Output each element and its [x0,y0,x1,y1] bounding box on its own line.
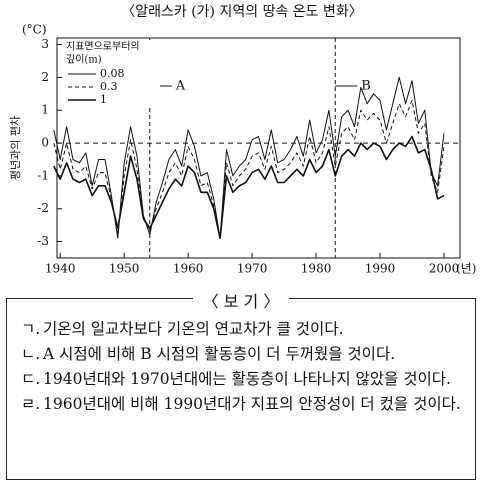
item: ㄹ. 1960년대에 비해 1990년대가 지표의 안정성이 더 컸을 것이다. [21,392,465,417]
legend-label: 1 [100,93,107,106]
item-text: A 시점에 비해 B 시점의 활동층이 더 두꺼웠을 것이다. [43,345,396,363]
legend-title: 깊이(m) [66,54,102,66]
series-line [53,135,445,240]
example-box: 〈 보 기 〉 ㄱ. 기온의 일교차보다 기온의 연교차가 클 것이다. ㄴ. A 시… [6,292,476,480]
legend-box [62,40,160,106]
item-label: ㄷ. [21,370,41,388]
item-list: ㄱ. 기온의 일교차보다 기온의 연교차가 클 것이다. ㄴ. A 시점에 비해 B … [21,317,465,417]
y-tick-label: 3 [41,37,49,51]
legend-label: 0.3 [100,80,118,93]
y-tick-label: 0 [41,136,49,150]
chart: 〈알래스카 (가) 지역의 땅속 온도 변화〉 (°C) 평년과의 편차 (년)… [9,4,476,276]
item-text: 기온의 일교차보다 기온의 연교차가 클 것이다. [43,320,344,338]
item-label: ㄱ. [21,320,41,338]
item-text: 1960년대에 비해 1990년대가 지표의 안정성이 더 컸을 것이다. [43,395,461,413]
legend-title: 지표면으로부터의 [66,41,140,53]
y-tick-label: -3 [37,234,49,248]
annotation-label: A [175,79,186,94]
legend-label: 0.08 [100,67,125,80]
y-tick-label: -1 [37,168,49,182]
x-tick-label: 2000 [429,262,460,276]
y-unit: (°C) [22,23,47,37]
plot-frame [56,37,461,259]
chart-title: 〈알래스카 (가) 지역의 땅속 온도 변화〉 [121,4,363,20]
box-title-wrap: 〈 보 기 〉 [7,288,475,312]
item: ㄷ. 1940년대와 1970년대에는 활동층이 나타나지 않았을 것이다. [21,367,465,392]
item-text: 1940년대와 1970년대에는 활동층이 나타나지 않았을 것이다. [43,370,451,388]
y-tick-label: 2 [41,70,49,84]
y-axis-label: 평년과의 편차 [9,116,22,180]
box-title: 〈 보 기 〉 [192,292,290,311]
x-tick-label: 1970 [237,262,268,276]
item-label: ㄹ. [21,395,41,413]
x-tick-label: 1950 [109,262,140,276]
x-unit: (년) [456,262,476,276]
x-tick-label: 1990 [365,262,396,276]
item-label: ㄴ. [21,345,41,363]
y-tick-label: -2 [37,201,49,215]
series-line [53,99,445,239]
x-tick-label: 1980 [301,262,332,276]
annotation-label: B [361,79,371,94]
x-tick-label: 1940 [45,262,76,276]
item: ㄱ. 기온의 일교차보다 기온의 연교차가 클 것이다. [21,317,465,342]
y-tick-label: 1 [41,103,49,117]
x-tick-label: 1960 [173,262,204,276]
item: ㄴ. A 시점에 비해 B 시점의 활동층이 더 두꺼웠을 것이다. [21,342,465,367]
